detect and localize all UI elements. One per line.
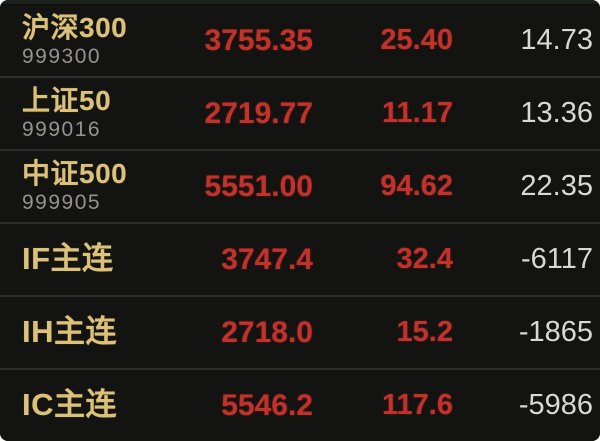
instrument-name: 上证50 <box>22 84 112 116</box>
last-price: 5546.2 <box>221 388 313 422</box>
instrument-name: 中证500 <box>22 157 128 189</box>
instrument-name: IC主连 <box>22 387 117 423</box>
instrument-code: 999016 <box>22 118 102 142</box>
instrument-name: IF主连 <box>22 241 114 277</box>
last-price: 2718.0 <box>221 315 313 349</box>
instrument-code: 999905 <box>22 191 102 215</box>
price-change: 15.2 <box>396 316 453 348</box>
instrument-cell: IH主连 <box>0 316 190 349</box>
quote-row-ih[interactable]: IH主连 2718.0 15.2 -1865 <box>0 295 600 368</box>
net-value: 22.35 <box>520 170 593 202</box>
instrument-cell: 沪深300 999300 <box>0 11 190 69</box>
instrument-name: IH主连 <box>22 314 117 350</box>
price-change: 25.40 <box>380 24 453 56</box>
last-price: 3755.35 <box>204 23 313 57</box>
last-price: 5551.00 <box>204 169 313 203</box>
net-value: 13.36 <box>520 97 593 129</box>
instrument-name: 沪深300 <box>22 11 128 43</box>
quote-row-if[interactable]: IF主连 3747.4 32.4 -6117 <box>0 222 600 295</box>
last-price: 2719.77 <box>204 96 313 130</box>
price-change: 32.4 <box>396 243 453 275</box>
net-value: -1865 <box>518 316 593 348</box>
instrument-cell: 上证50 999016 <box>0 84 190 142</box>
instrument-code: 999300 <box>22 45 102 69</box>
price-change: 117.6 <box>382 389 453 421</box>
top-strip <box>0 0 600 5</box>
quote-row-sz50[interactable]: 上证50 999016 2719.77 11.17 13.36 <box>0 76 600 149</box>
net-value: -6117 <box>520 243 593 275</box>
net-value: 14.73 <box>520 24 593 56</box>
instrument-cell: 中证500 999905 <box>0 157 190 215</box>
price-change: 94.62 <box>380 170 453 202</box>
last-price: 3747.4 <box>221 242 313 276</box>
instrument-cell: IC主连 <box>0 389 190 422</box>
net-value: -5986 <box>518 389 593 421</box>
instrument-cell: IF主连 <box>0 243 190 276</box>
price-change: 11.17 <box>382 97 453 129</box>
quote-row-ic[interactable]: IC主连 5546.2 117.6 -5986 <box>0 368 600 441</box>
quote-row-zz500[interactable]: 中证500 999905 5551.00 94.62 22.35 <box>0 149 600 222</box>
quote-row-hs300[interactable]: 沪深300 999300 3755.35 25.40 14.73 <box>0 5 600 76</box>
